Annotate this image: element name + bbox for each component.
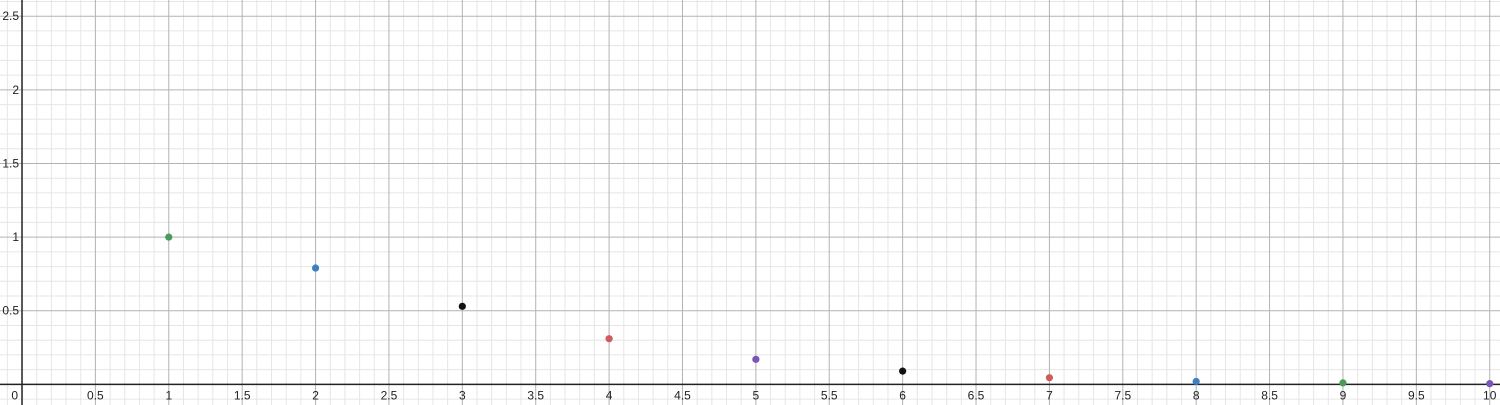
x-tick-label: 3.5 <box>527 388 544 402</box>
x-tick-label: 6 <box>899 388 906 402</box>
data-point <box>605 335 613 343</box>
y-tick-label: 1.5 <box>2 156 19 170</box>
x-tick-label: 9.5 <box>1408 388 1425 402</box>
data-point <box>899 367 907 375</box>
x-tick-label: 1.5 <box>234 388 251 402</box>
y-tick-labels: 0.5 1 1.5 2 2.5 <box>2 9 19 318</box>
data-points <box>165 233 1494 388</box>
data-point <box>458 302 466 310</box>
x-tick-label: 7 <box>1046 388 1053 402</box>
x-tick-label: 0.5 <box>87 388 104 402</box>
data-point <box>1339 379 1347 387</box>
data-point <box>1192 377 1200 386</box>
y-tick-label: 2 <box>12 83 19 97</box>
data-point <box>1486 380 1494 388</box>
x-tick-label: 4.5 <box>674 388 691 402</box>
x-tick-label: 4 <box>606 388 613 402</box>
data-point <box>752 355 760 363</box>
data-point <box>311 264 320 272</box>
x-tick-label: 8.5 <box>1261 388 1278 402</box>
origin-label: 0 <box>11 388 18 402</box>
x-tick-label: 6.5 <box>968 388 985 402</box>
x-tick-labels: 0.5 1 1.5 2 2.5 3 3.5 4 4.5 5 5.5 6 6.5 7 7.5 8 8.5 9 9.5 1… <box>87 388 1497 402</box>
x-tick-label: 7.5 <box>1114 388 1131 402</box>
x-tick-label: 2.5 <box>381 388 398 402</box>
x-tick-label: 5 <box>753 388 760 402</box>
y-tick-label: 1 <box>12 230 19 244</box>
x-tick-label: 3 <box>459 388 466 402</box>
x-tick-label: 10 <box>1483 388 1497 402</box>
y-tick-label: 2.5 <box>2 9 19 23</box>
x-tick-label: 2 <box>312 388 319 402</box>
y-tick-label: 0.5 <box>2 304 19 318</box>
x-tick-label: 5.5 <box>821 388 838 402</box>
data-point <box>165 233 173 241</box>
data-point <box>1045 374 1054 382</box>
x-tick-label: 1 <box>165 388 172 402</box>
x-tick-label: 9 <box>1340 388 1347 402</box>
x-tick-label: 8 <box>1193 388 1200 402</box>
